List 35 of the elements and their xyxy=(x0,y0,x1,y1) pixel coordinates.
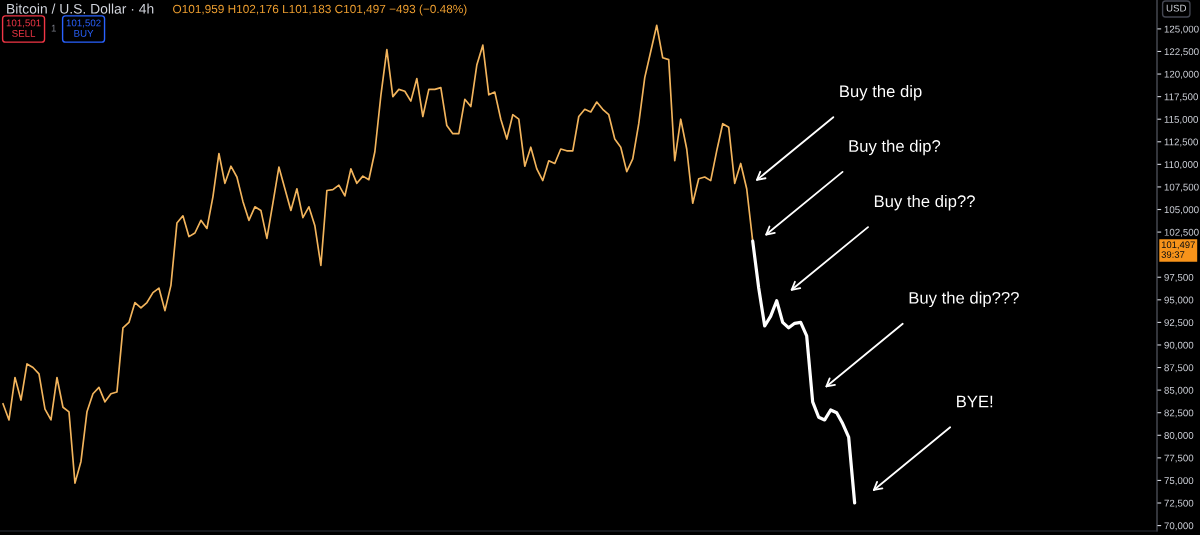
annotation: Buy the dip? xyxy=(849,139,941,156)
y-tick-label: 122,500 xyxy=(1164,48,1199,57)
y-tick-label: 110,000 xyxy=(1164,161,1198,170)
annotation: Buy the dip xyxy=(840,84,922,101)
y-tick-label: 117,500 xyxy=(1164,93,1198,102)
annotation: 1 xyxy=(51,24,56,32)
y-tick-label: 125,000 xyxy=(1164,25,1199,34)
y-tick-label: 120,000 xyxy=(1164,70,1199,79)
y-tick-label: 97,500 xyxy=(1164,273,1194,283)
y-tick-label: 75,000 xyxy=(1164,477,1194,486)
chart-title: Bitcoin / U.S. Dollar · 4h xyxy=(7,3,154,14)
text: Buy the dip?? xyxy=(874,194,975,211)
y-tick-label: 72,500 xyxy=(1164,499,1194,508)
y-tick-label: 77,500 xyxy=(1164,454,1194,463)
y-tick-label: 115,000 xyxy=(1164,115,1198,124)
text: USD xyxy=(1166,4,1187,12)
y-tick-label: 112,500 xyxy=(1164,138,1198,147)
annotation: 101,501 SELL xyxy=(6,19,41,37)
y-tick-label: 105,000 xyxy=(1164,206,1199,215)
text: 101,497 39:37 xyxy=(1161,241,1195,258)
y-tick-label: 102,500 xyxy=(1164,228,1199,237)
annotation: 101,502 BUY xyxy=(66,19,101,37)
text: BYE! xyxy=(957,395,993,408)
y-tick-label: 70,000 xyxy=(1164,522,1194,531)
text: Buy the dip??? xyxy=(909,291,1019,308)
y-tick-label: 107,500 xyxy=(1164,183,1199,192)
y-tick-label: 87,500 xyxy=(1164,364,1194,373)
y-tick-label: 90,000 xyxy=(1164,341,1194,350)
y-tick-label: 80,000 xyxy=(1164,432,1194,441)
y-tick-label: 82,500 xyxy=(1164,409,1194,418)
chart-subtitle: O101,959 H102,176 L101,183 C101,497 −493 (−0.48%) xyxy=(173,4,467,16)
y-tick-label: 85,000 xyxy=(1164,386,1194,395)
y-tick-label: 95,000 xyxy=(1164,296,1194,305)
line-series xyxy=(751,239,857,505)
y-tick-label: 92,500 xyxy=(1164,319,1194,328)
